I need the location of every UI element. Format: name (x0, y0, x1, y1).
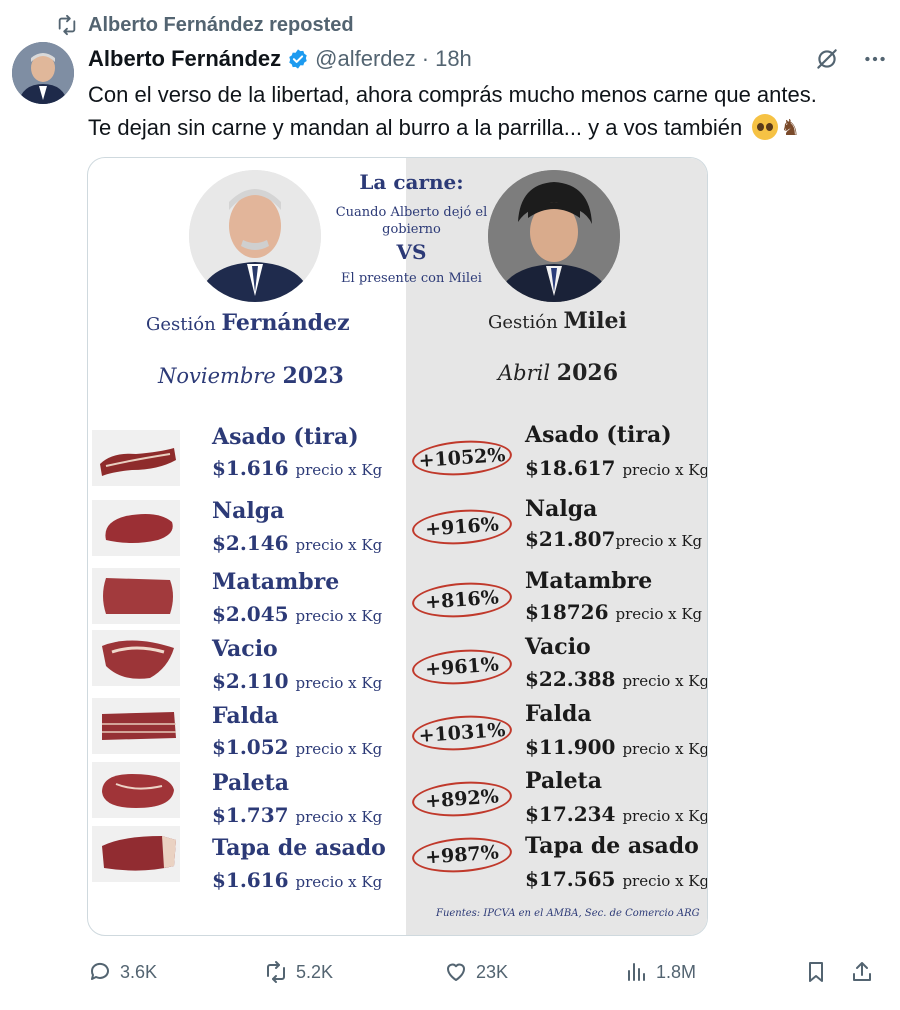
cut-name-new: Matambre (525, 568, 653, 594)
sources-note: Fuentes: IPCVA en el AMBA, Sec. de Comer… (436, 908, 700, 919)
meat-image-tapa-de-asado (92, 826, 180, 882)
cut-name-new: Falda (525, 701, 592, 727)
price-old: $2.110 precio x Kg (212, 669, 383, 693)
price-old: $1.737 precio x Kg (212, 803, 383, 827)
tweet-text-line-2: Te dejan sin carne y mandan al burro a l… (88, 111, 888, 144)
infographic-title: La carne: (359, 170, 464, 194)
fernandez-portrait (189, 170, 321, 302)
repost-icon (58, 14, 76, 36)
repost-count: 5.2K (296, 961, 334, 982)
tweet-text-line-2-text: Te dejan sin carne y mandan al burro a l… (88, 115, 743, 140)
reply-button[interactable]: 3.6K (88, 960, 157, 984)
tweet-text: Con el verso de la libertad, ahora compr… (88, 78, 888, 144)
avatar[interactable] (12, 42, 74, 104)
cut-name-old: Matambre (212, 569, 340, 595)
price-new: $18726 precio x Kg (525, 600, 703, 624)
like-count: 23K (476, 961, 509, 982)
cut-name-old: Asado (tira) (212, 424, 359, 450)
reply-count: 3.6K (120, 961, 158, 982)
views-button[interactable]: 1.8M (624, 960, 696, 984)
views-icon (628, 963, 645, 981)
left-heading: Gestión Fernández (146, 310, 350, 336)
cut-name-old: Vacio (212, 636, 278, 662)
milei-portrait (488, 170, 620, 302)
right-heading: Gestión Milei (488, 308, 627, 334)
meat-image-matambre (92, 568, 180, 624)
pleading-face-emoji-icon (752, 114, 779, 140)
more-icon[interactable] (862, 46, 888, 72)
cut-name-new: Vacio (525, 634, 591, 660)
action-bar: 3.6K 5.2K 23K 1.8M (88, 955, 888, 989)
cut-name-new: Paleta (525, 768, 602, 794)
reply-icon (90, 962, 109, 980)
infographic-vs: VS (396, 240, 427, 264)
price-new: $21.807precio x Kg (525, 527, 703, 551)
left-date: Noviembre 2023 (158, 363, 344, 389)
cut-name-new: Tapa de asado (525, 833, 699, 859)
cut-name-new: Asado (tira) (525, 422, 672, 448)
heart-icon (447, 963, 465, 981)
price-new: $22.388 precio x Kg (525, 667, 708, 691)
timestamp[interactable]: 18h (435, 46, 472, 71)
separator-dot: · (421, 46, 430, 71)
cut-name-old: Falda (212, 703, 279, 729)
meat-image-vacio (92, 630, 180, 686)
infographic-subtitle-2: El presente con Milei (341, 271, 482, 286)
cut-name-old: Tapa de asado (212, 835, 386, 861)
price-new: $18.617 precio x Kg (525, 456, 708, 480)
repost-button[interactable]: 5.2K (264, 960, 333, 984)
share-button[interactable] (850, 960, 874, 984)
grok-icon[interactable] (814, 46, 840, 72)
cut-name-new: Nalga (525, 496, 598, 522)
price-new: $11.900 precio x Kg (525, 735, 708, 759)
right-date: Abril 2026 (498, 360, 619, 386)
price-old: $2.045 precio x Kg (212, 602, 383, 626)
tweet-text-line-1: Con el verso de la libertad, ahora compr… (88, 82, 817, 107)
like-button[interactable]: 23K (444, 960, 508, 984)
author-name[interactable]: Alberto Fernández (88, 46, 282, 71)
meat-image-paleta (92, 762, 180, 818)
verified-badge-icon (289, 49, 307, 69)
bookmark-button[interactable] (804, 960, 828, 984)
media-image-card[interactable]: La carne: Cuando Alberto dejó el gobiern… (87, 157, 708, 936)
view-count: 1.8M (656, 961, 697, 982)
price-old: $1.616 precio x Kg (212, 456, 383, 480)
donkey-emoji-icon: ♞ (780, 115, 801, 140)
meat-image-falda (92, 698, 180, 754)
price-old: $1.616 precio x Kg (212, 868, 383, 892)
price-old: $2.146 precio x Kg (212, 531, 383, 555)
infographic-subtitle-1: Cuando Alberto dejó el gobierno (335, 205, 488, 237)
price-new: $17.565 precio x Kg (525, 867, 708, 891)
price-new: $17.234 precio x Kg (525, 802, 708, 826)
share-icon (853, 962, 871, 981)
repost-context[interactable]: Alberto Fernández reposted (56, 12, 354, 38)
meat-image-nalga (92, 500, 180, 556)
cut-name-old: Paleta (212, 770, 289, 796)
author-handle[interactable]: @alferdez (315, 46, 416, 71)
repost-icon (267, 961, 285, 983)
repost-label: Alberto Fernández reposted (88, 13, 354, 36)
bookmark-icon (809, 962, 823, 982)
tweet-header: Alberto Fernández @alferdez · 18h (88, 44, 888, 74)
avatar-image (12, 42, 74, 104)
cut-name-old: Nalga (212, 498, 285, 524)
meat-image-asado (92, 430, 180, 486)
price-old: $1.052 precio x Kg (212, 735, 383, 759)
